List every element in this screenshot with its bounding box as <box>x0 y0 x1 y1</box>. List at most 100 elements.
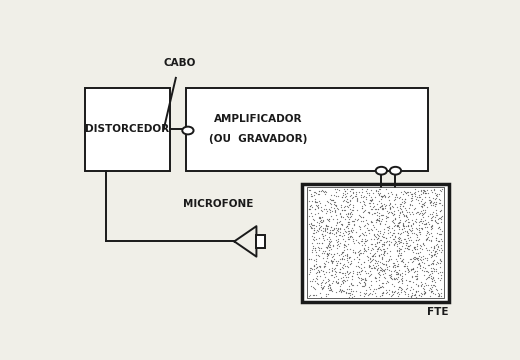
Point <box>428 282 437 288</box>
Point <box>313 276 321 282</box>
Point <box>344 258 353 264</box>
Point <box>419 253 427 259</box>
Point <box>436 272 445 278</box>
Point <box>424 262 433 268</box>
Point <box>415 261 423 267</box>
Point <box>429 275 437 281</box>
Point <box>365 192 373 198</box>
Point <box>405 269 413 274</box>
Point <box>346 258 355 264</box>
Point <box>410 244 419 250</box>
Point <box>386 257 395 262</box>
Point <box>307 256 316 262</box>
Point <box>405 278 413 284</box>
Point <box>386 207 394 212</box>
Point <box>426 252 435 257</box>
Point <box>332 233 341 239</box>
Point <box>360 245 368 251</box>
Point <box>426 293 434 299</box>
Point <box>381 195 389 201</box>
Point <box>316 218 324 224</box>
Point <box>333 262 341 268</box>
Point <box>372 263 380 269</box>
Point <box>428 266 437 271</box>
Point <box>410 269 419 275</box>
Point <box>427 274 435 279</box>
Point <box>407 294 415 300</box>
Point <box>420 286 428 292</box>
Point <box>379 284 387 290</box>
Point <box>378 205 386 211</box>
Point <box>414 250 422 256</box>
Point <box>389 212 398 217</box>
Point <box>376 228 384 234</box>
Point <box>422 221 430 226</box>
Point <box>349 190 357 196</box>
Point <box>313 203 321 208</box>
Point <box>340 197 348 202</box>
Point <box>355 251 363 257</box>
Point <box>398 278 407 283</box>
Point <box>426 200 434 206</box>
Point <box>394 220 402 225</box>
Point <box>316 263 324 269</box>
Point <box>364 221 372 227</box>
Point <box>341 279 349 284</box>
Point <box>413 276 421 282</box>
Point <box>385 197 393 203</box>
Point <box>346 198 354 204</box>
Point <box>340 244 348 250</box>
Point <box>330 207 339 213</box>
Point <box>335 230 344 235</box>
Point <box>383 264 392 270</box>
Point <box>334 276 342 282</box>
Point <box>415 192 423 198</box>
Point <box>384 194 392 200</box>
Point <box>436 260 444 266</box>
Point <box>352 193 360 199</box>
Point <box>413 241 421 247</box>
Point <box>308 225 317 231</box>
Point <box>427 216 435 221</box>
Point <box>427 289 435 294</box>
Point <box>420 288 428 293</box>
Point <box>316 290 324 296</box>
Point <box>418 225 426 230</box>
Point <box>341 192 349 197</box>
Point <box>347 213 355 219</box>
Point <box>435 208 444 214</box>
Point <box>381 193 389 199</box>
Point <box>320 227 329 233</box>
Point <box>417 293 425 299</box>
Point <box>369 256 378 262</box>
Point <box>394 220 402 226</box>
Point <box>431 215 439 220</box>
Point <box>405 226 413 231</box>
Point <box>383 230 392 235</box>
Point <box>427 203 435 208</box>
Point <box>437 247 446 253</box>
Point <box>431 251 439 257</box>
Point <box>328 280 336 286</box>
Point <box>353 197 361 202</box>
Point <box>311 261 320 266</box>
Point <box>345 230 353 235</box>
Point <box>382 235 390 241</box>
Point <box>420 290 428 296</box>
Point <box>321 188 330 194</box>
Point <box>320 237 328 243</box>
Point <box>349 218 357 224</box>
Point <box>426 285 435 291</box>
Point <box>413 250 422 256</box>
Point <box>338 234 346 239</box>
Point <box>344 271 352 277</box>
Point <box>404 260 412 265</box>
Point <box>345 290 354 296</box>
Point <box>434 291 443 296</box>
Point <box>311 245 319 251</box>
Point <box>372 278 380 284</box>
Point <box>401 213 410 219</box>
Point <box>329 197 337 203</box>
Point <box>325 216 333 222</box>
Point <box>428 288 436 294</box>
